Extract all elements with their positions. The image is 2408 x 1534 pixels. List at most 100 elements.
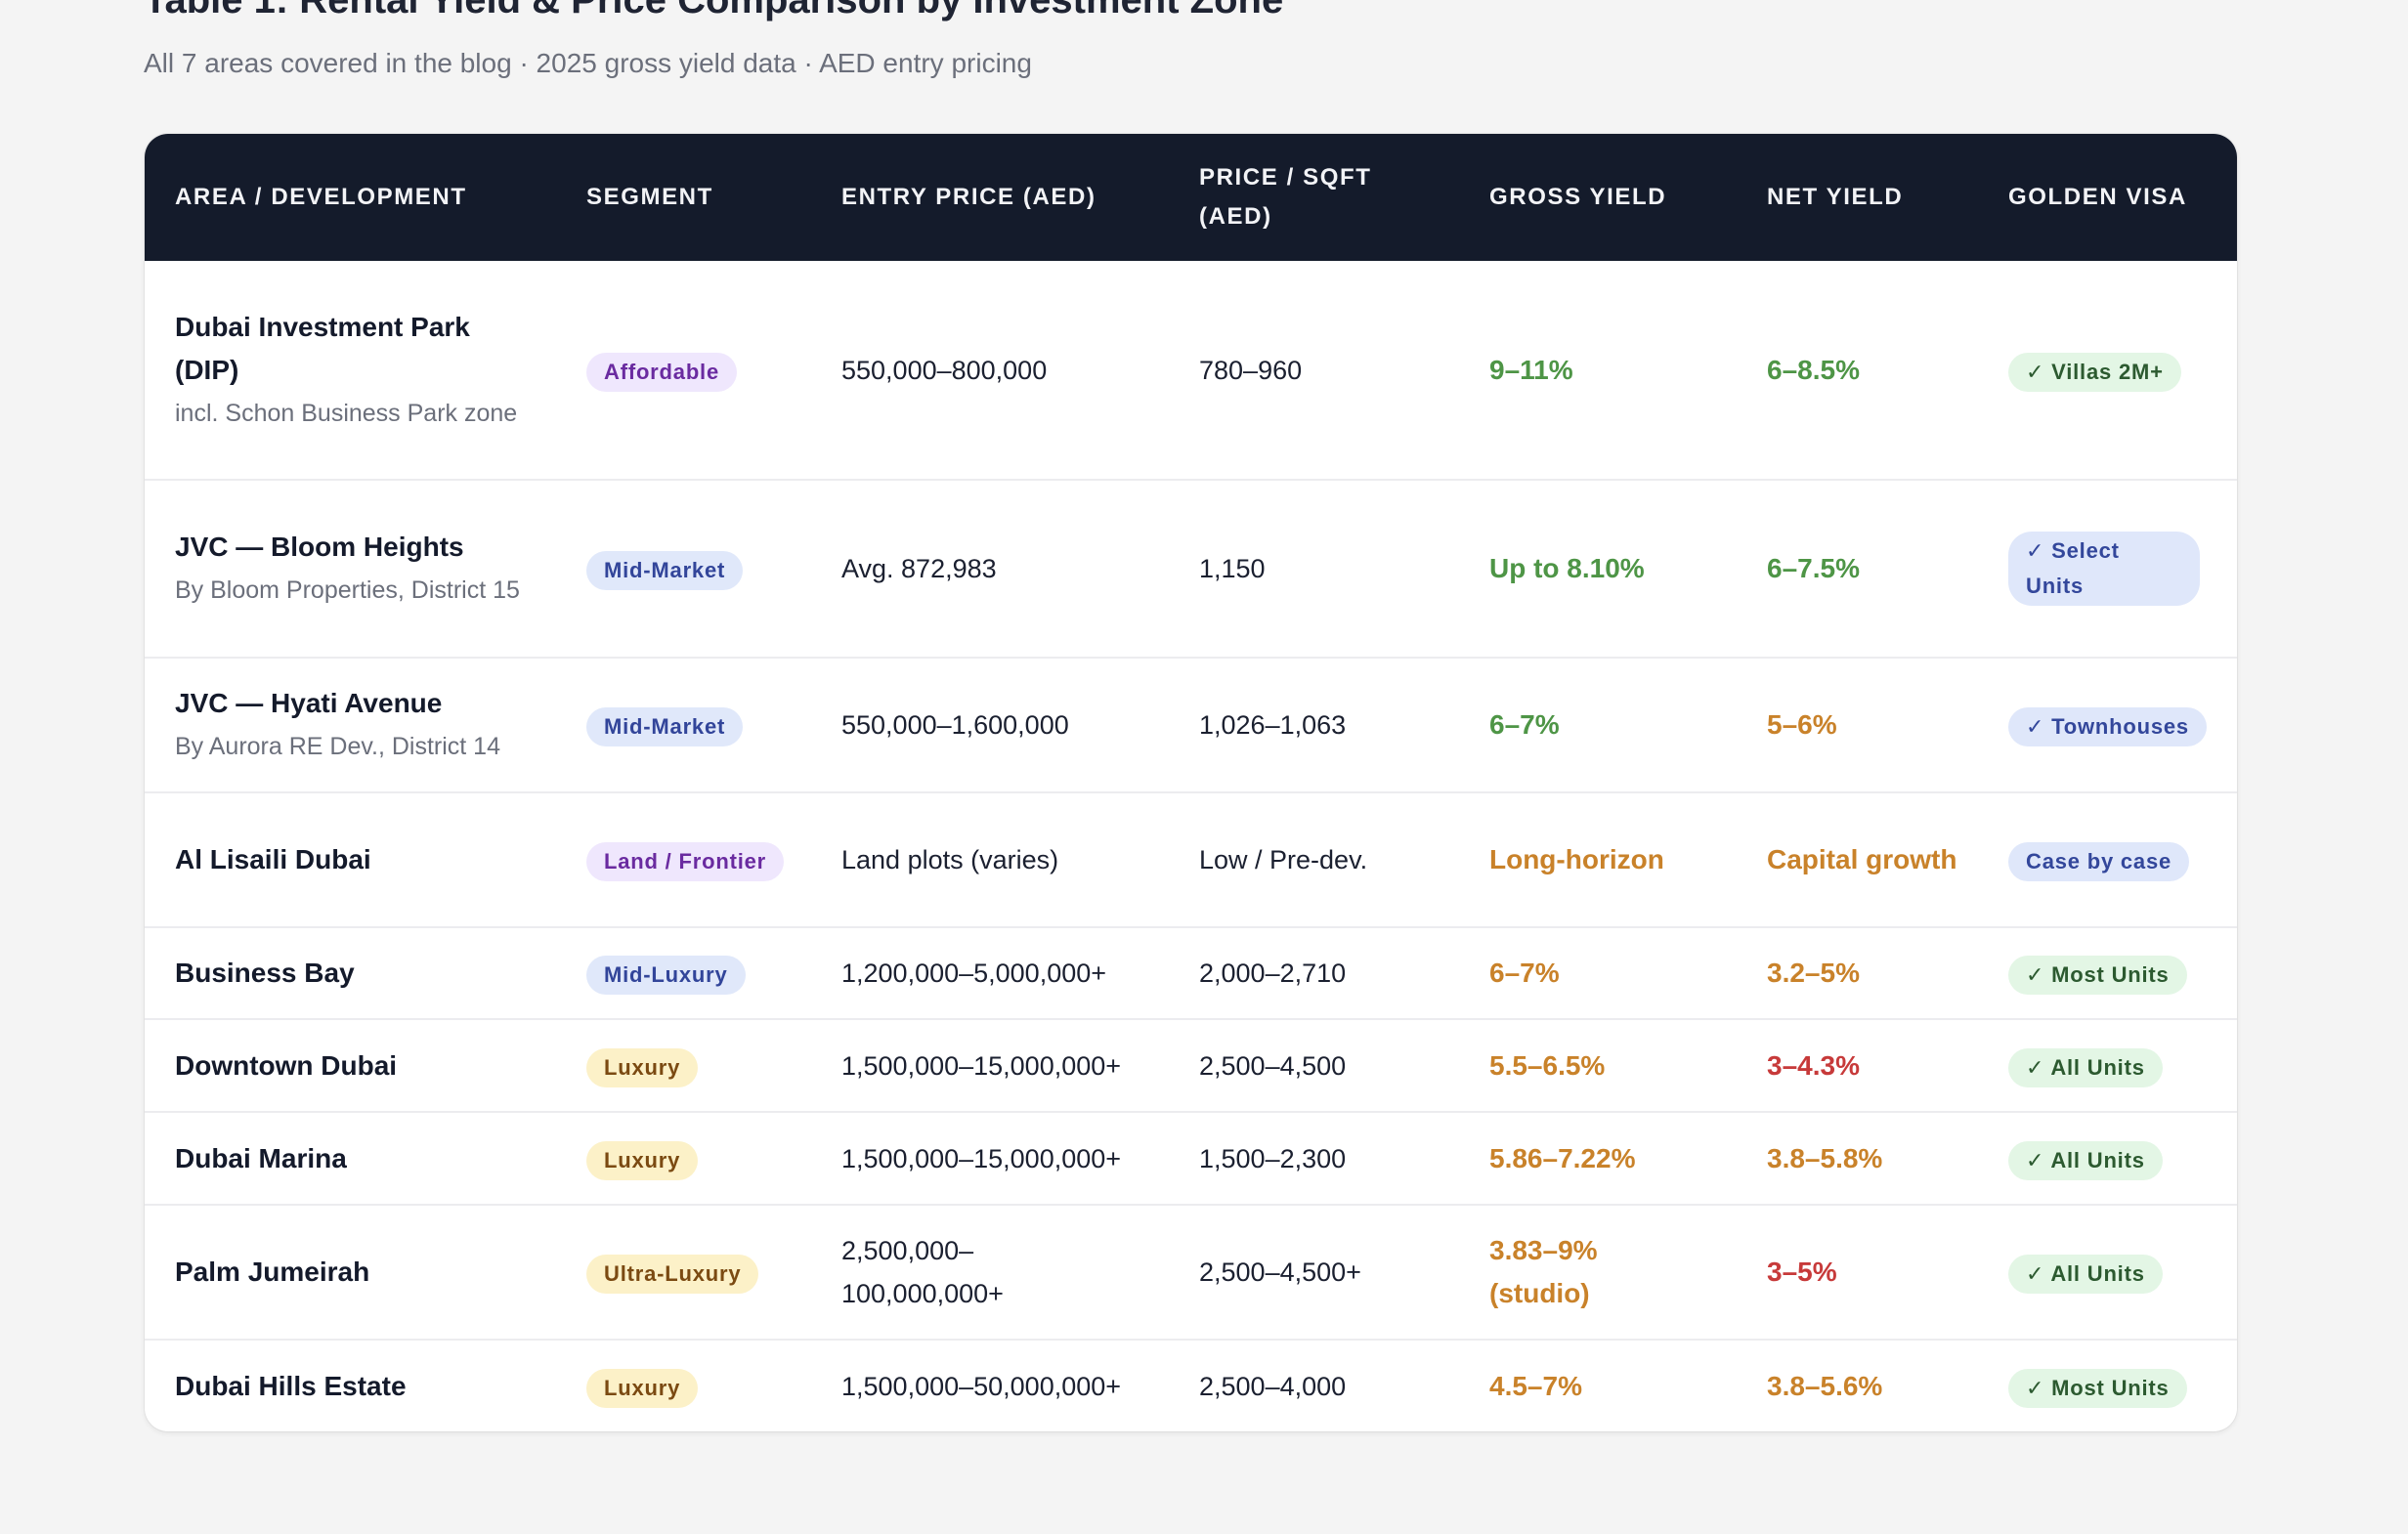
price-sqft-cell: 2,000–2,710 (1169, 926, 1459, 1019)
golden-visa-badge: ✓ Townhouses (2008, 707, 2207, 746)
entry-price-cell: Land plots (varies) (811, 791, 1169, 927)
segment-cell: Mid-Market (556, 657, 811, 792)
golden-visa-badge: ✓ All Units (2008, 1255, 2163, 1294)
golden-visa-cell: ✓ All Units (1978, 1111, 2237, 1205)
header-segment: SEGMENT (586, 184, 713, 210)
gross-yield-cell: 4.5–7% (1459, 1339, 1737, 1431)
page-subtitle: All 7 areas covered in the blog · 2025 g… (144, 48, 1032, 78)
page-title: Table 1: Rental Yield & Price Comparison… (144, 0, 1284, 21)
segment-cell: Mid-Market (556, 479, 811, 658)
net-yield-cell: 6–8.5% (1767, 354, 1860, 385)
segment-badge: Mid-Luxury (586, 956, 746, 995)
entry-price-cell: Avg. 872,983 (811, 479, 1169, 658)
area-cell: Al Lisaili Dubai (145, 791, 556, 927)
golden-visa-badge: ✓ Villas 2M+ (2008, 352, 2181, 392)
entry-price-cell: 1,500,000–15,000,000+ (811, 1111, 1169, 1205)
area-name: Business Bay (175, 958, 355, 988)
gross-yield-cell: 5.86–7.22% (1459, 1111, 1737, 1205)
area-name: Al Lisaili Dubai (175, 844, 371, 874)
segment-badge: Affordable (586, 352, 737, 392)
comparison-table-card: AREA / DEVELOPMENT SEGMENT ENTRY PRICE (… (145, 134, 2237, 1431)
net-yield-cell: 5–6% (1737, 657, 1978, 792)
area-cell: Dubai Investment Park (DIP) incl. Schon … (145, 261, 556, 480)
golden-visa-cell: Case by case (1978, 791, 2237, 927)
area-cell: Dubai Hills Estate (145, 1339, 556, 1431)
table-row: Downtown Dubai Luxury 1,500,000–15,000,0… (145, 1018, 2237, 1112)
table-row: Dubai Hills Estate Luxury 1,500,000–50,0… (145, 1339, 2237, 1431)
golden-visa-badge: Case by case (2008, 842, 2190, 881)
table-row: Dubai Investment Park (DIP) incl. Schon … (145, 261, 2237, 480)
price-sqft-cell: 780–960 (1199, 355, 1303, 385)
table-row: Business Bay Mid-Luxury 1,200,000–5,000,… (145, 926, 2237, 1019)
table-row: Al Lisaili Dubai Land / Frontier Land pl… (145, 791, 2237, 927)
segment-cell: Affordable (556, 261, 811, 480)
golden-visa-cell: ✓ Select Units (1978, 479, 2237, 658)
segment-cell: Luxury (556, 1018, 811, 1112)
segment-badge: Mid-Market (586, 707, 744, 746)
price-sqft-cell: 1,026–1,063 (1169, 657, 1459, 792)
gross-yield-cell: 9–11% (1489, 354, 1573, 385)
segment-cell: Mid-Luxury (556, 926, 811, 1019)
net-yield-cell: 3–4.3% (1737, 1018, 1978, 1112)
gross-yield-cell: Long-horizon (1459, 791, 1737, 927)
net-yield-cell: Capital growth (1737, 791, 1978, 927)
area-name: JVC — Hyati Avenue (175, 688, 443, 718)
net-yield-cell: 3.2–5% (1737, 926, 1978, 1019)
header-net-yield: NET YIELD (1767, 184, 1904, 210)
area-name: Dubai Marina (175, 1142, 347, 1173)
price-sqft-cell: 1,500–2,300 (1169, 1111, 1459, 1205)
area-cell: Downtown Dubai (145, 1018, 556, 1112)
area-subtitle: incl. Schon Business Park zone (175, 399, 518, 427)
price-sqft-cell: 2,500–4,000 (1169, 1339, 1459, 1431)
segment-cell: Ultra-Luxury (556, 1204, 811, 1340)
area-cell: JVC — Hyati Avenue By Aurora RE Dev., Di… (145, 657, 556, 792)
golden-visa-cell: ✓ Villas 2M+ (1978, 261, 2237, 480)
golden-visa-badge: ✓ All Units (2008, 1047, 2163, 1087)
area-cell: Business Bay (145, 926, 556, 1019)
entry-price-cell: 550,000–1,600,000 (811, 657, 1169, 792)
gross-yield-cell: 3.83–9% (studio) (1459, 1204, 1737, 1340)
golden-visa-badge: ✓ All Units (2008, 1140, 2163, 1180)
area-cell: Palm Jumeirah (145, 1204, 556, 1340)
entry-price-cell: 1,500,000–15,000,000+ (811, 1018, 1169, 1112)
area-cell: JVC — Bloom Heights By Bloom Properties,… (145, 479, 556, 658)
area-name: Dubai Hills Estate (175, 1370, 407, 1401)
golden-visa-badge: ✓ Most Units (2008, 956, 2187, 995)
segment-badge: Luxury (586, 1140, 699, 1180)
net-yield-cell: 3.8–5.8% (1737, 1111, 1978, 1205)
net-yield-cell: 3.8–5.6% (1737, 1339, 1978, 1431)
table-row: JVC — Bloom Heights By Bloom Properties,… (145, 479, 2237, 658)
segment-cell: Luxury (556, 1339, 811, 1431)
area-cell: Dubai Marina (145, 1111, 556, 1205)
golden-visa-cell: ✓ Townhouses (1978, 657, 2237, 792)
entry-price-cell: 1,200,000–5,000,000+ (811, 926, 1169, 1019)
area-name: Downtown Dubai (175, 1049, 398, 1081)
area-name: Palm Jumeirah (175, 1257, 370, 1287)
header-price-sqft: PRICE / SQFT (AED) (1169, 134, 1459, 261)
gross-yield-cell: 6–7% (1459, 926, 1737, 1019)
header-entry-price: ENTRY PRICE (AED) (841, 184, 1096, 210)
price-sqft-cell: Low / Pre-dev. (1169, 791, 1459, 927)
header-golden-visa: GOLDEN VISA (2008, 184, 2187, 210)
golden-visa-cell: ✓ All Units (1978, 1204, 2237, 1340)
gross-yield-cell: 5.5–6.5% (1459, 1018, 1737, 1112)
golden-visa-cell: ✓ All Units (1978, 1018, 2237, 1112)
gross-yield-cell: 6–7% (1459, 657, 1737, 792)
segment-badge: Mid-Market (586, 551, 744, 590)
entry-price-cell: 1,500,000–50,000,000+ (811, 1339, 1169, 1431)
table-header-row: AREA / DEVELOPMENT SEGMENT ENTRY PRICE (… (145, 134, 2237, 261)
table-row: JVC — Hyati Avenue By Aurora RE Dev., Di… (145, 657, 2237, 792)
segment-badge: Luxury (586, 1047, 699, 1087)
price-sqft-cell: 2,500–4,500 (1169, 1018, 1459, 1112)
header-gross-yield: GROSS YIELD (1489, 184, 1667, 210)
net-yield-cell: 6–7.5% (1737, 479, 1978, 658)
gross-yield-cell: Up to 8.10% (1459, 479, 1737, 658)
segment-badge: Luxury (586, 1368, 699, 1408)
entry-price-cell: 550,000–800,000 (841, 355, 1048, 385)
segment-badge: Ultra-Luxury (586, 1255, 759, 1294)
net-yield-cell: 3–5% (1737, 1204, 1978, 1340)
header-price-sqft-line1: PRICE / SQFT (1199, 164, 1372, 191)
area-subtitle: By Aurora RE Dev., District 14 (175, 733, 500, 760)
header-area: AREA / DEVELOPMENT (175, 184, 467, 210)
table-row: Palm Jumeirah Ultra-Luxury 2,500,000–100… (145, 1204, 2237, 1340)
